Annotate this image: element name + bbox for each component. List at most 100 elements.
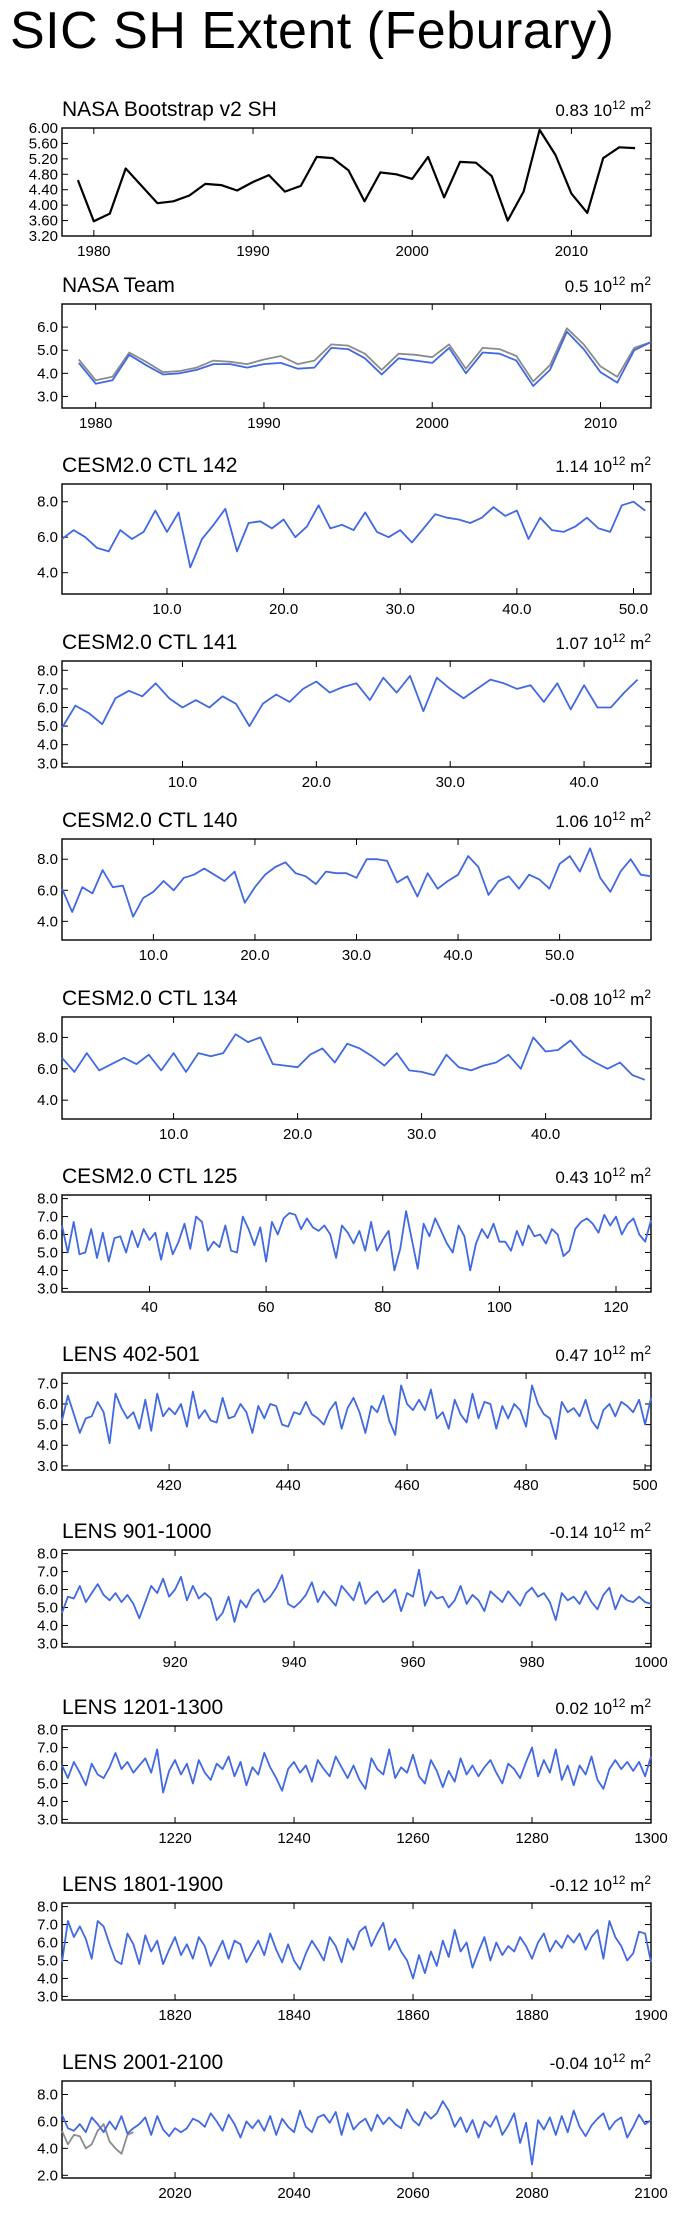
chart-panel-5: CESM2.0 CTL 140 1.06 1012 m2 8.0 6.0 4.0 10.0… [37, 809, 652, 964]
trend-unit-tail: m [625, 1523, 644, 1542]
plot-frame [61, 127, 652, 237]
trend-unit-tail: m [625, 2054, 644, 2073]
y-tick-label: 6.0 [37, 1061, 58, 1078]
y-tick-label: 2.0 [37, 2167, 58, 2184]
series-line-blue [61, 2100, 652, 2166]
x-tick-label: 80 [374, 1299, 391, 1316]
y-tick-label: 7.0 [37, 681, 58, 698]
y-tick-label: 4.00 [29, 197, 58, 214]
plot-frame [61, 660, 652, 768]
trend-label: -0.08 1012 m2 [550, 987, 652, 1009]
trend-unit-base: 10 [593, 101, 612, 120]
trend-value: -0.12 [550, 1876, 593, 1895]
y-tick-label: 3.0 [37, 1988, 58, 2005]
y-tick-label: 6.00 [29, 120, 58, 137]
y-tick-label: 4.0 [37, 1970, 58, 1987]
series-line-gray [78, 327, 652, 383]
y-tick-label: 6.0 [37, 1935, 58, 1952]
chart-panel-12: LENS 2001-2100 -0.04 1012 m2 8.0 6.0 4.0 2.0 2… [37, 2051, 668, 2202]
series-line-blue [61, 1568, 652, 1623]
trend-unit-exponent: 12 [612, 809, 626, 823]
y-tick-label: 4.0 [37, 1262, 58, 1279]
trend-unit-base: 10 [593, 1168, 612, 1187]
chart-panel-6: CESM2.0 CTL 134 -0.08 1012 m2 8.0 6.0 4.0 10.… [37, 987, 652, 1143]
trend-unit-tail: m [625, 812, 644, 831]
trend-unit-tail: m [625, 990, 644, 1009]
trend-value: -0.14 [550, 1523, 593, 1542]
series-line-blue [61, 1746, 652, 1794]
x-tick-label: 2010 [555, 243, 588, 260]
series-line-blue [78, 330, 652, 387]
chart-panel-9: LENS 901-1000 -0.14 1012 m2 8.07.06.05.04.… [37, 1520, 668, 1671]
trend-unit-tail: m [625, 277, 644, 296]
x-tick-label: 100 [487, 1299, 512, 1316]
x-tick-label: 120 [603, 1299, 628, 1316]
x-tick-label: 1980 [77, 243, 110, 260]
y-tick-label: 5.0 [37, 1244, 58, 1261]
chart-title: LENS 2001-2100 [62, 2051, 223, 2074]
trend-label: -0.12 1012 m2 [550, 1873, 652, 1895]
x-tick-label: 2000 [416, 415, 449, 432]
trend-unit-tail-exponent: 2 [644, 274, 651, 288]
y-tick-label: 5.60 [29, 135, 58, 152]
y-tick-label: 3.0 [37, 388, 58, 405]
trend-label: 0.47 1012 m2 [555, 1343, 651, 1365]
trend-unit-base: 10 [593, 1876, 612, 1895]
trend-value: 0.5 [565, 277, 593, 296]
trend-unit-tail: m [625, 101, 644, 120]
trend-label: 0.5 1012 m2 [565, 274, 652, 296]
x-tick-label: 10.0 [139, 947, 168, 964]
x-tick-label: 40.0 [443, 947, 472, 964]
y-tick-label: 4.0 [37, 365, 58, 382]
trend-value: 1.06 [555, 812, 593, 831]
x-tick-label: 480 [514, 1477, 539, 1494]
chart-title: CESM2.0 CTL 134 [62, 987, 238, 1010]
trend-unit-tail: m [625, 1346, 644, 1365]
y-tick-label: 7.0 [37, 1209, 58, 1226]
x-tick-label: 2040 [277, 2185, 310, 2202]
x-tick-label: 1240 [277, 1830, 310, 1847]
x-tick-label: 1900 [634, 2007, 667, 2024]
x-tick-label: 1840 [277, 2007, 310, 2024]
series-line-blue [61, 1384, 652, 1445]
chart-panel-2: NASA Team 0.5 1012 m2 6.0 5.0 4.0 3.0 1980 1990… [37, 274, 652, 432]
plot-frame [61, 838, 652, 941]
trend-unit-base: 10 [593, 2054, 612, 2073]
y-tick-label: 5.0 [37, 1952, 58, 1969]
trend-unit-base: 10 [593, 990, 612, 1009]
y-tick-label: 6.0 [37, 699, 58, 716]
series-line-blue [61, 1920, 652, 1980]
x-tick-label: 30.0 [407, 1126, 436, 1143]
trend-value: -0.08 [550, 990, 593, 1009]
y-tick-label: 4.0 [37, 2140, 58, 2157]
trend-unit-exponent: 12 [612, 98, 626, 112]
y-tick-label: 3.60 [29, 213, 58, 230]
y-tick-label: 6.0 [37, 529, 58, 546]
y-tick-label: 4.0 [37, 1092, 58, 1109]
trend-unit-exponent: 12 [612, 1873, 626, 1887]
trend-value: 1.14 [555, 457, 593, 476]
y-tick-label: 7.0 [37, 1564, 58, 1581]
x-tick-label: 1880 [515, 2007, 548, 2024]
x-tick-label: 1980 [79, 415, 112, 432]
series-line-blue [61, 675, 639, 729]
trend-unit-exponent: 12 [612, 1165, 626, 1179]
chart-panel-10: LENS 1201-1300 0.02 1012 m2 8.07.06.05.04.… [37, 1696, 668, 1847]
trend-unit-tail-exponent: 2 [644, 1873, 651, 1887]
trend-label: -0.04 1012 m2 [550, 2051, 652, 2073]
chart-title: NASA Bootstrap v2 SH [62, 98, 277, 121]
trend-value: 0.83 [555, 101, 593, 120]
chart-title: CESM2.0 CTL 125 [62, 1165, 237, 1188]
x-tick-label: 420 [157, 1477, 182, 1494]
x-tick-label: 20.0 [302, 774, 331, 791]
y-tick-label: 5.0 [37, 342, 58, 359]
y-tick-label: 4.40 [29, 182, 58, 199]
y-tick-label: 3.20 [29, 228, 58, 245]
x-tick-label: 2080 [515, 2185, 548, 2202]
x-tick-label: 460 [395, 1477, 420, 1494]
trend-unit-exponent: 12 [612, 274, 626, 288]
x-tick-label: 20.0 [269, 601, 298, 618]
x-tick-label: 2010 [584, 415, 617, 432]
chart-panel-8: LENS 402-501 0.47 1012 m2 7.0 6.0 5.0 4.0 3.0 4… [37, 1343, 657, 1494]
x-tick-label: 10.0 [159, 1126, 188, 1143]
